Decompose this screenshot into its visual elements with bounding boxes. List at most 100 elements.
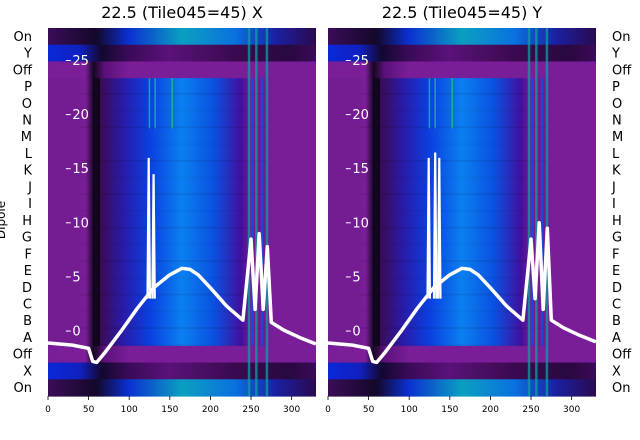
heatmap-row bbox=[328, 379, 596, 397]
heatmap-row-shade bbox=[328, 226, 596, 229]
overlay-spike bbox=[432, 152, 438, 299]
dipole-row-label: F bbox=[612, 247, 619, 262]
dipole-row-label: On bbox=[14, 381, 32, 396]
x-tick-label: 100 bbox=[401, 405, 418, 415]
x-tick-label: 100 bbox=[121, 405, 138, 415]
x-tick-label: 200 bbox=[482, 405, 499, 415]
heatmap-streak bbox=[428, 78, 431, 129]
heatmap-row-shade bbox=[48, 327, 316, 330]
dipole-row-label: N bbox=[22, 114, 32, 129]
dipole-row-label: Y bbox=[23, 47, 32, 62]
dipole-row-label: E bbox=[24, 264, 32, 279]
overlay-spike bbox=[151, 174, 156, 299]
heatmap-streak bbox=[434, 78, 436, 129]
dipole-row-label: K bbox=[612, 164, 621, 179]
heatmap-row-shade bbox=[328, 126, 596, 129]
x-tick-label: 200 bbox=[202, 405, 219, 415]
dipole-row-label: G bbox=[612, 231, 622, 246]
heatmap-streak bbox=[148, 78, 151, 129]
dipole-row-label: L bbox=[612, 147, 620, 162]
overlay-tick-label: 15 bbox=[352, 162, 369, 177]
x-tick-label: 150 bbox=[441, 405, 458, 415]
dipole-row-label: Off bbox=[612, 63, 632, 78]
overlay-tick-label: 25 bbox=[352, 54, 369, 69]
overlay-tick-label: 25 bbox=[72, 54, 89, 69]
heatmap-streak bbox=[255, 28, 258, 396]
dipole-row-label: H bbox=[22, 214, 32, 229]
heatmap-row bbox=[48, 362, 316, 380]
heatmap-row-shade bbox=[328, 327, 596, 330]
dipole-row-label: Off bbox=[612, 348, 632, 363]
dipole-row-label: P bbox=[24, 80, 32, 95]
dipole-row-label: O bbox=[22, 97, 32, 112]
dipole-row-label: I bbox=[612, 197, 616, 212]
overlay-tick-label: 15 bbox=[72, 162, 89, 177]
dipole-row-label: X bbox=[23, 364, 32, 379]
heatmap-outside-region bbox=[547, 78, 596, 346]
heatmap-dark-column bbox=[92, 78, 100, 346]
dipole-row-label: H bbox=[612, 214, 622, 229]
dipole-row-label: I bbox=[28, 197, 32, 212]
dipole-row-label: A bbox=[23, 331, 32, 346]
y-axis-label: Dipole bbox=[0, 201, 8, 239]
dipole-row-label: Off bbox=[13, 63, 33, 78]
heatmap-streak bbox=[540, 78, 544, 346]
dipole-row-label: D bbox=[22, 281, 32, 296]
heatmap-row-shade bbox=[48, 293, 316, 296]
heatmap-row-shade bbox=[48, 159, 316, 162]
x-tick-label: 300 bbox=[283, 405, 300, 415]
dipole-row-label: On bbox=[14, 30, 32, 45]
dipole-row-label: P bbox=[612, 80, 620, 95]
dipole-row-label: M bbox=[21, 130, 32, 145]
dipole-row-label: E bbox=[612, 264, 620, 279]
heatmap-left-region bbox=[328, 78, 361, 346]
heatmap-dark-column bbox=[372, 78, 380, 346]
heatmap-row-shade bbox=[328, 193, 596, 196]
heatmap-row bbox=[328, 362, 596, 380]
overlay-tick-label: 0 bbox=[352, 325, 360, 340]
chart-title: 22.5 (Tile045=45) X bbox=[101, 3, 263, 22]
x-tick-label: 0 bbox=[325, 405, 331, 415]
dipole-row-label: G bbox=[22, 231, 32, 246]
dipole-row-label: D bbox=[612, 281, 622, 296]
dipole-row-label: L bbox=[25, 147, 33, 162]
overlay-line bbox=[327, 221, 597, 365]
heatmap-streak bbox=[251, 78, 254, 346]
x-tick-label: 50 bbox=[83, 405, 95, 415]
x-tick-label: 300 bbox=[563, 405, 580, 415]
heatmap-streak bbox=[451, 78, 453, 129]
heatmap-row-shade bbox=[328, 293, 596, 296]
heatmap-row bbox=[48, 28, 316, 46]
overlay-spike bbox=[146, 157, 152, 299]
heatmap-streak bbox=[154, 78, 156, 129]
dipole-row-label: N bbox=[612, 114, 622, 129]
overlay-tick-label: 5 bbox=[72, 270, 80, 285]
heatmap-left-region bbox=[48, 78, 81, 346]
heatmap-row-shade bbox=[48, 260, 316, 263]
overlay-tick-label: 10 bbox=[352, 216, 369, 231]
chart-title: 22.5 (Tile045=45) Y bbox=[382, 3, 543, 22]
x-tick-label: 150 bbox=[161, 405, 178, 415]
heatmap-streak bbox=[531, 78, 534, 346]
heatmap-row bbox=[328, 28, 596, 46]
overlay-spike bbox=[426, 157, 432, 299]
overlay-spike bbox=[436, 157, 442, 299]
dipole-row-label: Y bbox=[611, 47, 620, 62]
dipole-row-label: K bbox=[23, 164, 32, 179]
heatmap-streak bbox=[171, 78, 173, 129]
heatmap-streak bbox=[265, 28, 269, 396]
overlay-line bbox=[47, 231, 317, 365]
overlay-tick-label: 5 bbox=[352, 270, 360, 285]
overlay-tick-label: 20 bbox=[72, 108, 89, 123]
heatmap-row-shade bbox=[48, 193, 316, 196]
heatmap-row-shade bbox=[48, 126, 316, 129]
heatmap-row-shade bbox=[328, 92, 596, 95]
heatmap-streak bbox=[545, 28, 549, 396]
x-tick-label: 0 bbox=[45, 405, 51, 415]
dipole-row-label: B bbox=[23, 314, 32, 329]
dipole-row-label: A bbox=[612, 331, 621, 346]
heatmap-outside-region bbox=[267, 78, 316, 346]
